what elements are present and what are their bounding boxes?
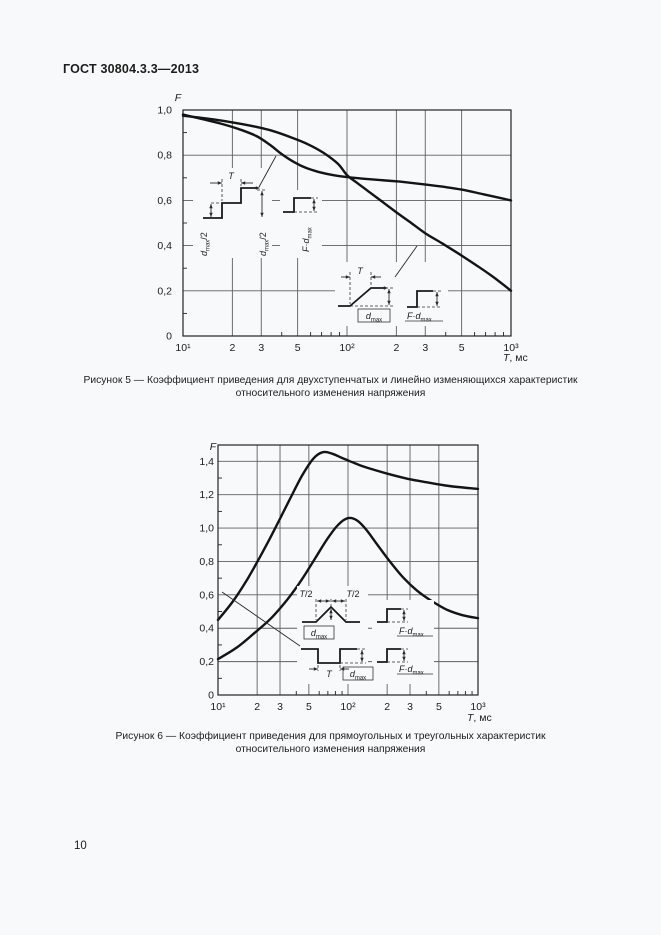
svg-text:3: 3: [422, 342, 428, 354]
svg-text:F·dmax: F·dmax: [399, 626, 424, 638]
svg-text:5: 5: [459, 342, 465, 354]
svg-text:2: 2: [229, 342, 235, 354]
svg-text:0,4: 0,4: [199, 623, 214, 635]
svg-text:5: 5: [295, 342, 301, 354]
svg-text:1,0: 1,0: [157, 105, 172, 117]
figure-5-series-1: [181, 113, 513, 202]
figure6-caption: Рисунок 6 — Коэффициент приведения для п…: [0, 730, 661, 756]
figure-6-insets: T/2 T/2 dmax F·dmax T dmax F·dmax: [299, 589, 433, 681]
svg-text:1,4: 1,4: [199, 456, 214, 468]
svg-text:3: 3: [277, 701, 283, 713]
svg-text:10³: 10³: [503, 342, 519, 354]
figure-6: 10¹ 2 3 5 10² 2 3 5 10³ 0 0,2 0,4 0,6 0,8 1,0 1,2 1,4 F T,…: [199, 441, 491, 724]
svg-text:T: T: [228, 171, 235, 181]
figure-5-tick-labels: 10¹ 2 3 5 10² 2 3 5 10³ 0 0,2 0,4 0,6 0,8 1,0F T, мс: [157, 92, 527, 364]
figure6-caption-line1: Рисунок 6 — Коэффициент приведения для п…: [115, 731, 546, 742]
figure-6-minor-ticks: [218, 477, 473, 695]
svg-text:T/2: T/2: [299, 589, 312, 599]
figure5-caption-line1: Рисунок 5 — Коэффициент приведения для д…: [83, 375, 578, 386]
svg-text:dmax: dmax: [350, 669, 366, 681]
svg-text:2: 2: [393, 342, 399, 354]
svg-text:1,2: 1,2: [199, 489, 214, 501]
svg-text:10³: 10³: [470, 701, 486, 713]
figure-5-series-2: [181, 114, 513, 292]
svg-text:2: 2: [254, 701, 260, 713]
figure-5-minor-ticks: [183, 132, 504, 336]
svg-text:0: 0: [166, 331, 172, 343]
figure5-caption: Рисунок 5 — Коэффициент приведения для д…: [0, 374, 661, 400]
svg-text:0,6: 0,6: [157, 195, 172, 207]
svg-text:dmax/2: dmax/2: [199, 232, 211, 256]
svg-text:T, мс: T, мс: [467, 712, 492, 724]
svg-text:3: 3: [407, 701, 413, 713]
svg-text:5: 5: [306, 701, 312, 713]
svg-text:1,0: 1,0: [199, 523, 214, 535]
svg-text:0,2: 0,2: [157, 285, 172, 297]
document-header: ГОСТ 30804.3.3—2013: [63, 62, 200, 76]
svg-text:dmax: dmax: [311, 628, 327, 640]
svg-text:5: 5: [436, 701, 442, 713]
svg-text:0,6: 0,6: [199, 589, 214, 601]
svg-text:0,4: 0,4: [157, 240, 172, 252]
svg-text:F·dmax: F·dmax: [301, 227, 313, 252]
figure5-caption-line2: относительного изменения напряжения: [235, 388, 426, 400]
svg-text:T/2: T/2: [346, 589, 359, 599]
svg-text:T, мс: T, мс: [503, 352, 528, 364]
svg-text:3: 3: [258, 342, 264, 354]
svg-text:0,2: 0,2: [199, 656, 214, 668]
figure-6-frame: [217, 444, 479, 696]
figure-5: 10¹ 2 3 5 10² 2 3 5 10³ 0 0,2 0,4 0,6 0,8 1,0F T, мс Tdm…: [157, 92, 527, 364]
svg-text:dmax/2: dmax/2: [258, 232, 270, 256]
figure-5-curves: [181, 113, 513, 292]
svg-text:0,8: 0,8: [157, 150, 172, 162]
svg-text:2: 2: [384, 701, 390, 713]
svg-text:10²: 10²: [339, 342, 355, 354]
svg-text:0: 0: [208, 690, 214, 702]
svg-text:F·dmax: F·dmax: [407, 311, 432, 323]
svg-text:T: T: [326, 669, 333, 679]
page-number: 10: [74, 840, 87, 852]
svg-text:F: F: [175, 92, 182, 104]
svg-text:F: F: [210, 441, 217, 453]
svg-text:F·dmax: F·dmax: [399, 664, 424, 676]
figure-6-series-1: [216, 450, 480, 622]
svg-text:0,8: 0,8: [199, 556, 214, 568]
figure6-caption-line2: относительного изменения напряжения: [235, 744, 426, 756]
svg-text:10¹: 10¹: [210, 701, 226, 713]
svg-text:10²: 10²: [340, 701, 356, 713]
svg-text:10¹: 10¹: [175, 342, 191, 354]
svg-text:T: T: [357, 266, 364, 276]
figure-6-tick-labels: 10¹ 2 3 5 10² 2 3 5 10³ 0 0,2 0,4 0,6 0,8 1,0 1,2 1,4 F T,…: [199, 441, 491, 724]
svg-text:dmax: dmax: [366, 311, 382, 323]
